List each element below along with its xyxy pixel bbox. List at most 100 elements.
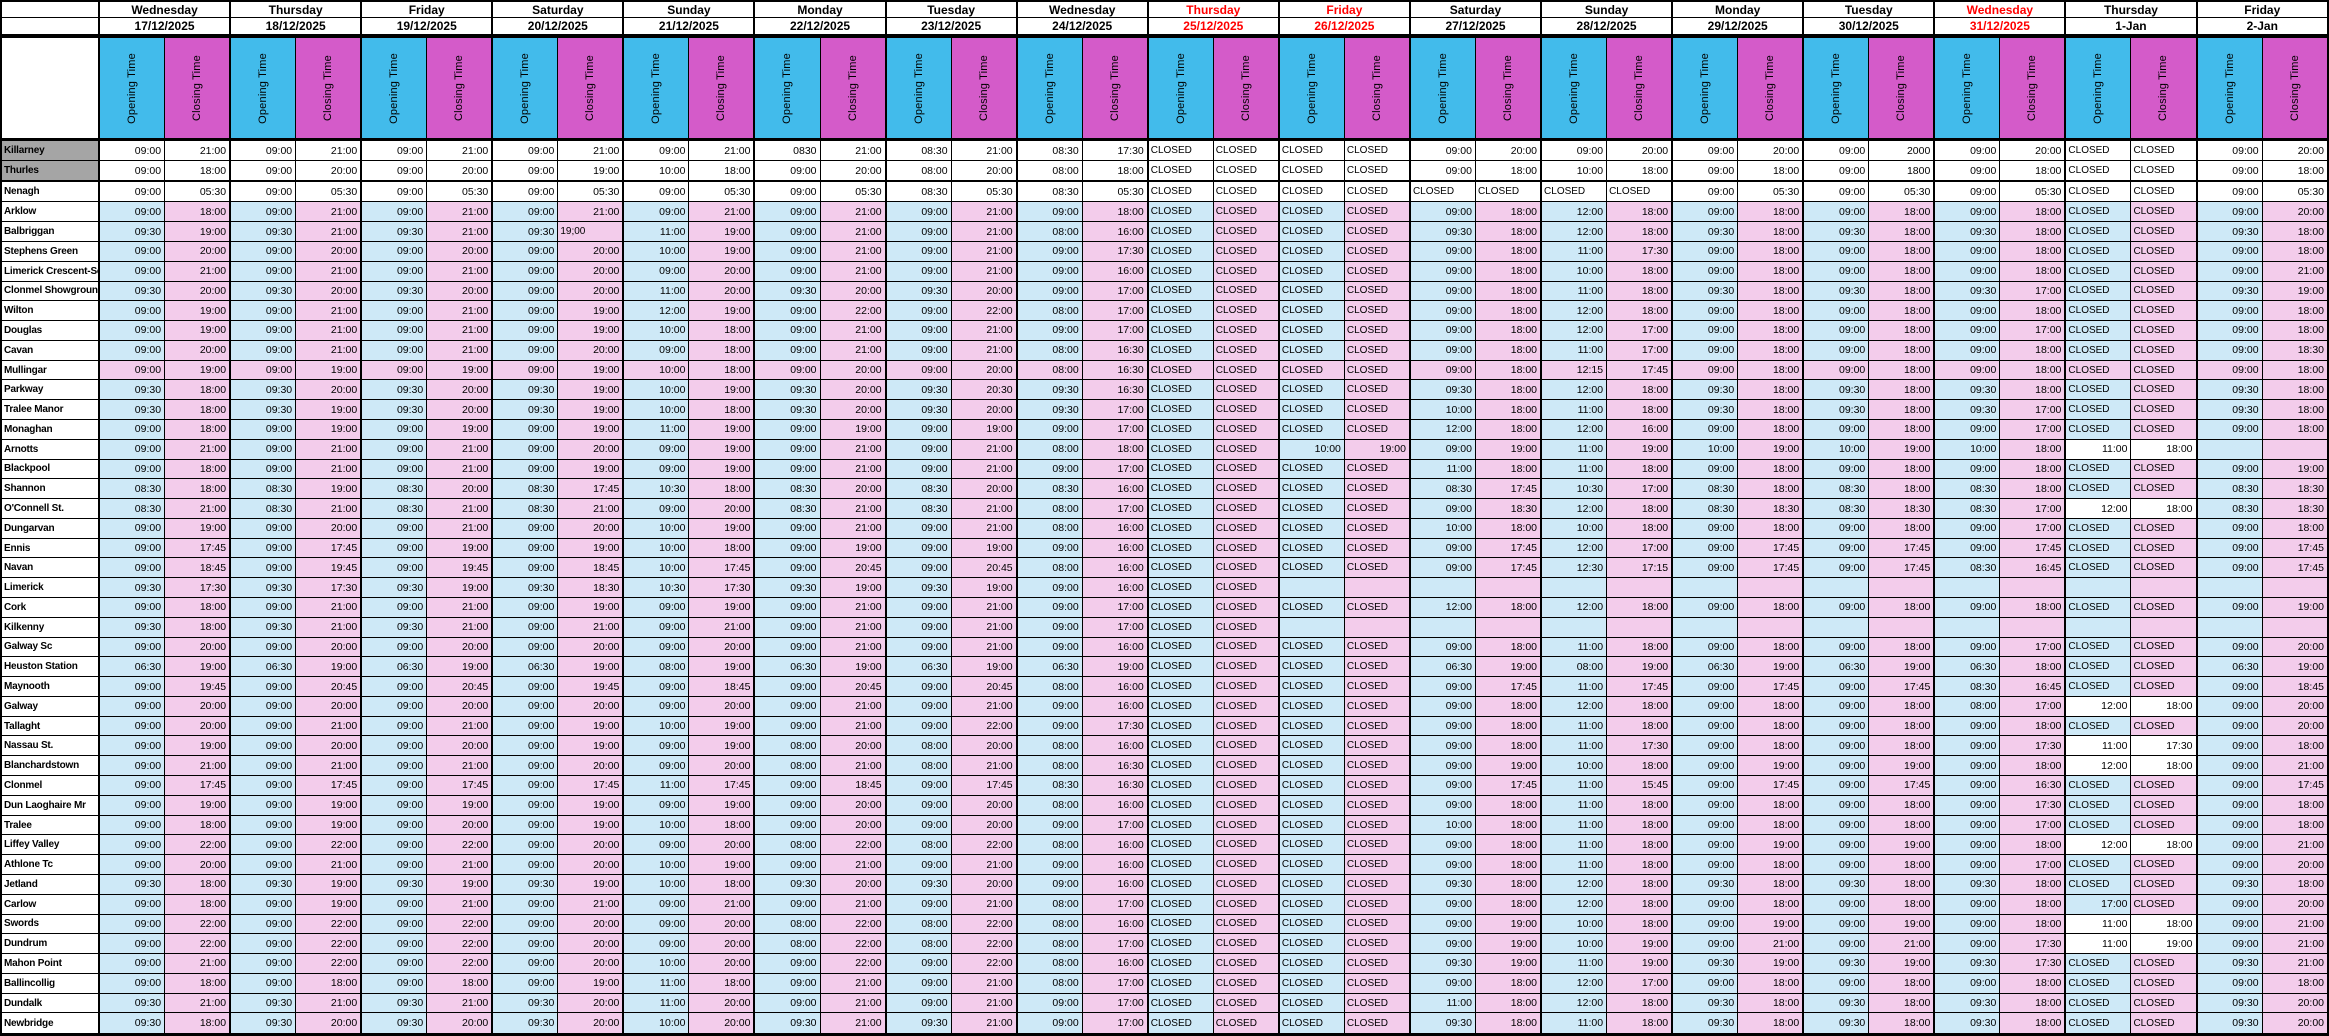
time-cell[interactable]: CLOSED — [1343, 854, 1411, 875]
time-cell[interactable]: 17:00 — [1999, 636, 2066, 658]
time-cell[interactable]: 09:00 — [2195, 557, 2263, 579]
time-cell[interactable]: CLOSED — [1343, 379, 1411, 401]
time-cell[interactable]: 19:00 — [1474, 913, 1542, 935]
date-header-cell[interactable]: 17/12/2025 — [97, 17, 231, 38]
time-cell[interactable]: 17:45 — [1868, 775, 1935, 796]
time-cell[interactable]: 08:00 — [1015, 438, 1083, 460]
time-cell[interactable]: 09:00 — [229, 201, 297, 223]
time-cell[interactable]: 09:00 — [1015, 458, 1083, 480]
time-cell[interactable]: CLOSED — [2130, 873, 2197, 895]
time-cell[interactable]: 21:00 — [164, 498, 231, 519]
time-cell[interactable]: CLOSED — [1212, 953, 1280, 974]
time-cell[interactable]: 21:00 — [819, 517, 887, 539]
time-cell[interactable]: 19:00 — [2130, 933, 2197, 955]
time-cell[interactable]: 09:30 — [1802, 221, 1870, 242]
time-cell[interactable]: CLOSED — [1212, 913, 1280, 935]
time-cell[interactable]: 09:30 — [1802, 399, 1870, 420]
time-cell[interactable]: 08:00 — [1015, 735, 1083, 757]
time-cell[interactable]: 18:00 — [2130, 438, 2197, 460]
time-cell[interactable]: CLOSED — [1343, 794, 1411, 816]
time-cell[interactable]: 18:00 — [1999, 438, 2066, 460]
time-cell[interactable]: 18:00 — [1999, 597, 2066, 618]
time-cell[interactable]: 19:00 — [2261, 458, 2329, 480]
time-cell[interactable]: 21:00 — [688, 616, 755, 638]
time-cell[interactable] — [1408, 616, 1476, 638]
time-cell[interactable]: CLOSED — [2064, 557, 2132, 579]
time-cell[interactable]: 20:45 — [950, 557, 1018, 579]
time-cell[interactable]: 18:00 — [688, 320, 755, 341]
time-cell[interactable]: CLOSED — [1277, 873, 1345, 895]
time-cell[interactable]: 11:00 — [1408, 458, 1476, 480]
time-cell[interactable]: CLOSED — [2064, 359, 2132, 381]
time-cell[interactable]: CLOSED — [1606, 180, 1673, 203]
time-cell[interactable]: 18:00 — [1737, 280, 1804, 302]
time-cell[interactable]: 18:00 — [2130, 913, 2197, 935]
time-cell[interactable]: 09:00 — [1933, 138, 2001, 162]
time-cell[interactable]: CLOSED — [1146, 138, 1214, 162]
time-cell[interactable]: 19:00 — [426, 418, 493, 440]
time-cell[interactable]: CLOSED — [2130, 339, 2197, 361]
time-cell[interactable]: 21:00 — [164, 992, 231, 1014]
time-cell[interactable]: CLOSED — [1212, 300, 1280, 322]
time-cell[interactable] — [1802, 616, 1870, 638]
time-cell[interactable]: 18:00 — [1737, 794, 1804, 816]
time-cell[interactable]: 18:00 — [164, 972, 231, 994]
time-cell[interactable]: 08:00 — [884, 160, 952, 183]
time-cell[interactable]: 06:30 — [1015, 656, 1083, 678]
time-cell[interactable]: 08:30 — [1015, 180, 1083, 203]
time-cell[interactable]: 17:00 — [1081, 972, 1149, 994]
time-cell[interactable]: CLOSED — [2130, 221, 2197, 242]
time-cell[interactable]: 09:00 — [98, 972, 166, 994]
time-cell[interactable]: 18:00 — [1606, 834, 1673, 856]
time-cell[interactable]: 11:00 — [622, 972, 690, 994]
time-cell[interactable]: 09:00 — [229, 339, 297, 361]
time-cell[interactable]: 09:30 — [229, 992, 297, 1014]
time-cell[interactable]: 18:00 — [2130, 834, 2197, 856]
time-cell[interactable] — [1540, 616, 1608, 638]
time-cell[interactable]: 10:00 — [1671, 438, 1739, 460]
time-cell[interactable]: 09:00 — [884, 418, 952, 440]
time-cell[interactable]: 09:30 — [1015, 379, 1083, 401]
location-name-cell[interactable]: Killarney — [0, 138, 100, 162]
time-cell[interactable]: 09:00 — [1802, 320, 1870, 341]
time-cell[interactable]: 19:00 — [1868, 913, 1935, 935]
time-cell[interactable]: 18:30 — [2261, 339, 2329, 361]
time-cell[interactable]: 21:00 — [819, 438, 887, 460]
time-cell[interactable]: 17:30 — [1999, 735, 2066, 757]
time-cell[interactable]: 10:30 — [1540, 478, 1608, 500]
time-cell[interactable]: 20:00 — [557, 260, 624, 282]
time-cell[interactable]: 09:00 — [1802, 676, 1870, 697]
time-cell[interactable]: 09:00 — [2195, 359, 2263, 381]
time-cell[interactable]: 17:00 — [1999, 814, 2066, 836]
closing-time-header[interactable]: Closing Time — [1868, 35, 1935, 141]
time-cell[interactable]: 21:00 — [950, 597, 1018, 618]
time-cell[interactable]: 10:00 — [1540, 933, 1608, 955]
time-cell[interactable]: 08:00 — [1015, 933, 1083, 955]
time-cell[interactable]: 09:30 — [1408, 1012, 1476, 1036]
time-cell[interactable]: 09:00 — [2195, 201, 2263, 223]
time-cell[interactable]: 09:00 — [1671, 775, 1739, 796]
time-cell[interactable]: 09:00 — [884, 695, 952, 717]
time-cell[interactable]: 06:30 — [491, 656, 559, 678]
time-cell[interactable]: CLOSED — [2064, 537, 2132, 559]
time-cell[interactable]: 09:00 — [1015, 260, 1083, 282]
time-cell[interactable]: 17:00 — [1081, 300, 1149, 322]
time-cell[interactable]: 18:00 — [1606, 379, 1673, 401]
time-cell[interactable]: 21:00 — [819, 597, 887, 618]
time-cell[interactable]: 18:00 — [164, 399, 231, 420]
time-cell[interactable]: 20:00 — [2261, 854, 2329, 875]
time-cell[interactable]: 09:00 — [360, 636, 428, 658]
time-cell[interactable]: 18:00 — [1868, 221, 1935, 242]
time-cell[interactable]: CLOSED — [2130, 379, 2197, 401]
closing-time-header[interactable]: Closing Time — [295, 35, 362, 141]
time-cell[interactable]: CLOSED — [1212, 893, 1280, 915]
time-cell[interactable]: 21:00 — [950, 320, 1018, 341]
time-cell[interactable]: 11:00 — [1540, 399, 1608, 420]
time-cell[interactable]: 09:30 — [98, 221, 166, 242]
time-cell[interactable]: 17:00 — [1606, 320, 1673, 341]
time-cell[interactable]: 19:00 — [557, 418, 624, 440]
closing-time-header[interactable]: Closing Time — [2261, 35, 2329, 141]
time-cell[interactable]: 09:30 — [229, 1012, 297, 1036]
time-cell[interactable]: CLOSED — [1146, 359, 1214, 381]
time-cell[interactable]: 09:00 — [884, 320, 952, 341]
